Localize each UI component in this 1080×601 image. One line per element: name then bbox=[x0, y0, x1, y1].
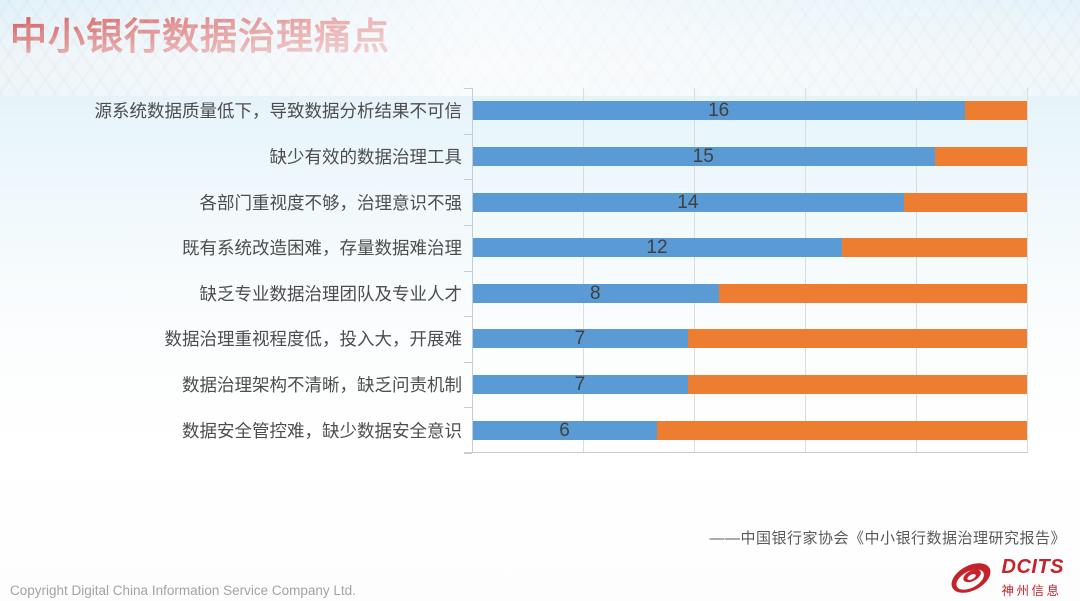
dcits-logo: DCITS 神州信息 bbox=[946, 556, 1065, 599]
category-label: 数据治理重视程度低，投入大，开展难 bbox=[164, 329, 463, 350]
bar-segment-blue: 7 bbox=[472, 374, 688, 396]
stacked-bar: 8 bbox=[472, 282, 1027, 304]
gridline bbox=[694, 88, 695, 453]
bar-value-label: 7 bbox=[574, 328, 586, 350]
bar-row: 14 bbox=[472, 179, 1027, 225]
logo-cn-name: 神州信息 bbox=[1001, 584, 1062, 598]
gridline bbox=[805, 88, 806, 453]
axis-tick bbox=[464, 453, 472, 454]
bar-segment-blue: 7 bbox=[472, 328, 688, 350]
gridline bbox=[916, 88, 917, 453]
source-citation: ——中国银行家协会《中小银行数据治理研究报告》 bbox=[709, 530, 1066, 547]
copyright-text: Copyright Digital China Information Serv… bbox=[10, 583, 356, 598]
logo-text: DCITS 神州信息 bbox=[1002, 556, 1065, 599]
bar-value-label: 6 bbox=[559, 419, 570, 441]
bar-value-label: 8 bbox=[590, 282, 601, 304]
stacked-bar: 6 bbox=[472, 419, 1027, 441]
y-axis-line bbox=[472, 88, 473, 453]
bar-segment-orange bbox=[687, 329, 1027, 349]
axis-tick bbox=[464, 361, 472, 363]
logo-name: DCITS bbox=[1001, 556, 1064, 578]
decor-wave-pattern bbox=[0, 0, 1080, 96]
bar-segment-orange bbox=[965, 101, 1027, 121]
bar-value-label: 15 bbox=[692, 145, 714, 167]
gridline bbox=[1027, 88, 1028, 453]
bar-segment-blue: 6 bbox=[472, 419, 657, 441]
stacked-bar: 12 bbox=[472, 237, 1027, 259]
bar-segment-orange bbox=[718, 283, 1027, 303]
axis-tick bbox=[464, 224, 472, 226]
axis-tick bbox=[464, 133, 472, 135]
bar-row: 7 bbox=[472, 316, 1027, 362]
stacked-bar: 16 bbox=[472, 100, 1027, 122]
bar-segment-blue: 8 bbox=[472, 282, 719, 304]
category-label: 既有系统改造困难，存量数据难治理 bbox=[182, 238, 462, 259]
axis-tick bbox=[464, 407, 472, 409]
bar-row: 7 bbox=[472, 362, 1027, 408]
dcits-swirl-icon bbox=[951, 562, 990, 593]
bar-segment-orange bbox=[903, 192, 1027, 212]
x-axis-line bbox=[464, 452, 1027, 453]
category-label: 缺少有效的数据治理工具 bbox=[269, 146, 463, 167]
plot-area: 16 15 14 12 8 7 7 6 bbox=[464, 88, 1028, 454]
bar-segment-blue: 16 bbox=[472, 100, 966, 122]
bar-segment-blue: 12 bbox=[472, 237, 842, 259]
stacked-bar: 7 bbox=[472, 328, 1027, 350]
category-label: 数据安全管控难，缺少数据安全意识 bbox=[182, 420, 462, 441]
bar-value-label: 7 bbox=[574, 374, 586, 396]
axis-tick bbox=[464, 316, 472, 318]
bar-row: 8 bbox=[472, 271, 1027, 317]
category-label: 缺乏专业数据治理团队及专业人才 bbox=[199, 283, 463, 304]
category-label: 数据治理架构不清晰，缺乏问责机制 bbox=[182, 375, 462, 396]
axis-tick bbox=[464, 88, 472, 89]
category-labels: 源系统数据质量低下，导致数据分析结果不可信缺少有效的数据治理工具各部门重视度不够… bbox=[0, 88, 463, 453]
axis-tick bbox=[464, 270, 472, 272]
bar-row: 6 bbox=[472, 407, 1027, 453]
bar-value-label: 12 bbox=[646, 237, 668, 259]
stacked-bar: 15 bbox=[472, 145, 1027, 167]
bar-segment-orange bbox=[842, 238, 1027, 258]
bar-row: 12 bbox=[472, 225, 1027, 271]
bar-segment-blue: 14 bbox=[472, 191, 904, 213]
stacked-bar: 7 bbox=[472, 374, 1027, 396]
category-label: 各部门重视度不够，治理意识不强 bbox=[199, 192, 463, 213]
bar-segment-orange bbox=[687, 375, 1027, 395]
bar-segment-orange bbox=[657, 420, 1027, 440]
plot-rows: 16 15 14 12 8 7 7 6 bbox=[472, 88, 1027, 453]
axis-tick bbox=[464, 179, 472, 181]
bar-row: 15 bbox=[472, 134, 1027, 180]
bar-value-label: 16 bbox=[708, 100, 730, 122]
bar-value-label: 14 bbox=[677, 191, 699, 213]
bar-segment-orange bbox=[934, 146, 1027, 166]
category-label: 源系统数据质量低下，导致数据分析结果不可信 bbox=[94, 101, 463, 122]
bar-row: 16 bbox=[472, 88, 1027, 134]
gridline bbox=[583, 88, 584, 453]
bar-segment-blue: 15 bbox=[472, 145, 935, 167]
stacked-bar: 14 bbox=[472, 191, 1027, 213]
